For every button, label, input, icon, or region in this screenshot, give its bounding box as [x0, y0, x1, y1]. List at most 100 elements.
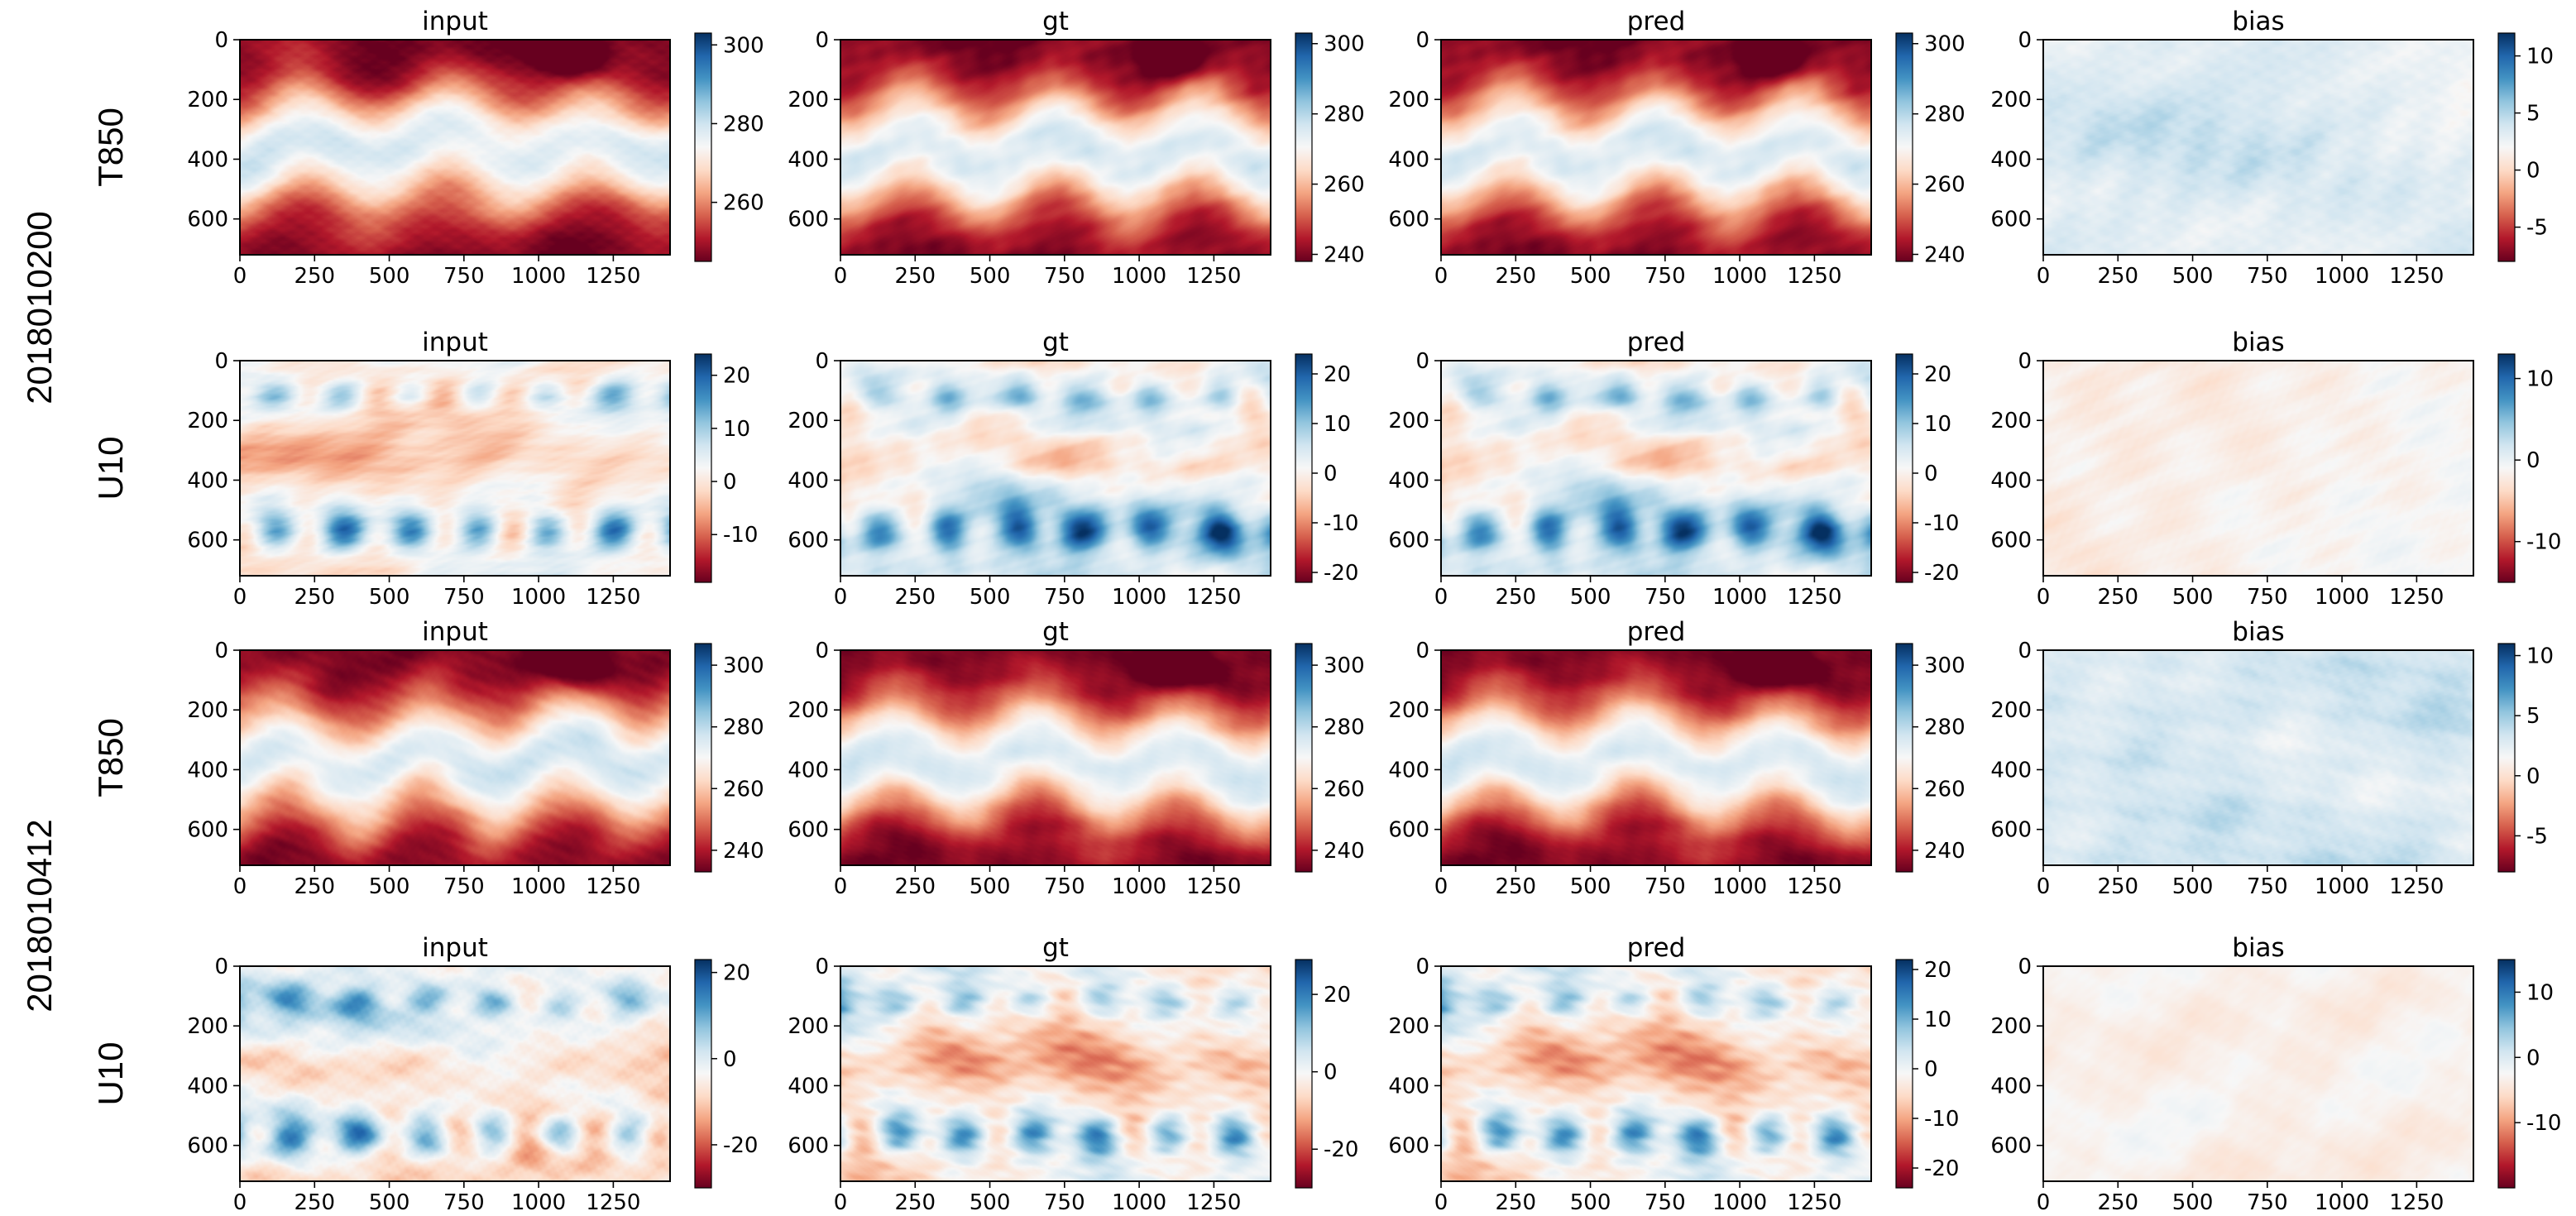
x-tick-label: 500 [2172, 874, 2214, 899]
subplot-title: input [422, 933, 488, 963]
x-tick-label: 1000 [1712, 585, 1767, 610]
subplot-title: pred [1627, 7, 1686, 36]
heatmap-image [840, 361, 1271, 576]
colorbar-tick-label: -10 [1924, 1107, 1959, 1132]
x-tick-label: 750 [2247, 1190, 2288, 1215]
axes-frame [2042, 360, 2474, 577]
x-tick-label: 750 [443, 1190, 485, 1215]
axes-frame [239, 360, 671, 577]
x-tick-label: 500 [970, 874, 1011, 899]
x-tick-label: 500 [369, 585, 410, 610]
x-tick-label: 1000 [1112, 264, 1166, 289]
y-tick-label: 0 [214, 28, 228, 53]
colorbar [1295, 959, 1313, 1189]
colorbar-tick-label: -10 [2526, 1111, 2561, 1136]
subplot-title: gt [1042, 328, 1069, 357]
y-tick-label: 0 [214, 955, 228, 979]
x-tick-label: 0 [233, 874, 247, 899]
subplot-title: bias [2232, 7, 2284, 36]
colorbar-tick-label: 10 [2526, 980, 2554, 1005]
colorbar-tick-label: -5 [2526, 824, 2548, 849]
subplot: gt 0 250 500 750 1000 1250 0 200 400 600 240 260 280 3… [788, 7, 1364, 289]
x-tick-label: 1250 [2389, 1190, 2444, 1215]
x-tick-label: 1250 [586, 1190, 640, 1215]
subplot: input 0 250 500 750 1000 1250 0 200 400 600 240 260 2… [187, 617, 764, 899]
y-tick-label: 400 [1388, 758, 1429, 783]
colorbar-tick-label: 0 [2526, 1046, 2540, 1070]
y-tick-label: 200 [1990, 88, 2032, 113]
x-tick-label: 1250 [2389, 585, 2444, 610]
y-tick-label: 400 [788, 147, 829, 172]
x-tick-label: 750 [2247, 874, 2288, 899]
y-tick-label: 200 [1388, 698, 1429, 723]
colorbar-tick-label: 10 [2526, 644, 2554, 669]
subplot-title: gt [1042, 7, 1069, 36]
row-variable-label: T850 [91, 718, 130, 797]
colorbar-tick-label: 0 [2526, 764, 2540, 789]
x-tick-label: 1250 [586, 585, 640, 610]
x-tick-label: 1000 [511, 264, 566, 289]
colorbar-tick-label: 0 [2526, 448, 2540, 473]
x-tick-label: 0 [233, 585, 247, 610]
x-tick-label: 1250 [1186, 874, 1241, 899]
y-tick-label: 600 [1388, 529, 1429, 553]
x-tick-label: 0 [2037, 874, 2051, 899]
heatmap-image [240, 966, 670, 1181]
x-tick-label: 250 [894, 1190, 936, 1215]
colorbar [1895, 643, 1913, 873]
y-tick-label: 600 [1388, 1134, 1429, 1159]
x-tick-label: 750 [443, 585, 485, 610]
colorbar [1295, 643, 1313, 873]
x-tick-label: 0 [2037, 264, 2051, 289]
colorbar-tick-label: 0 [2526, 159, 2540, 184]
colorbar-tick-label: 0 [1324, 1060, 1338, 1085]
heatmap-image [1441, 650, 1871, 865]
x-tick-label: 500 [970, 585, 1011, 610]
colorbar-tick-label: 0 [1924, 462, 1938, 486]
y-tick-label: 400 [788, 468, 829, 493]
x-tick-label: 250 [894, 585, 936, 610]
y-tick-label: 0 [815, 639, 829, 663]
colorbar-tick-label: -10 [2526, 530, 2561, 555]
subplot: gt 0 250 500 750 1000 1250 0 200 400 600 -20 -10 0 10 2… [788, 328, 1358, 610]
axes-frame [239, 965, 671, 1182]
y-tick-label: 0 [1415, 28, 1429, 53]
y-tick-label: 600 [1990, 529, 2032, 553]
y-tick-label: 400 [1388, 468, 1429, 493]
colorbar-tick-label: 20 [1324, 983, 1351, 1008]
axes-frame [1440, 39, 1872, 256]
heatmap-image [240, 40, 670, 255]
colorbar [1895, 32, 1913, 262]
y-tick-label: 200 [187, 1014, 228, 1039]
colorbar [1295, 32, 1313, 262]
y-tick-label: 400 [788, 1074, 829, 1099]
x-tick-label: 500 [369, 1190, 410, 1215]
subplot-title: input [422, 617, 488, 647]
y-tick-label: 600 [187, 818, 228, 843]
x-tick-label: 750 [1044, 264, 1085, 289]
x-tick-label: 500 [1570, 874, 1611, 899]
colorbar-tick-label: 10 [1924, 412, 1951, 437]
x-tick-label: 1000 [1112, 1190, 1166, 1215]
colorbar-tick-label: 280 [1324, 103, 1365, 127]
x-tick-label: 750 [1645, 264, 1686, 289]
x-tick-label: 500 [1570, 1190, 1611, 1215]
row-variable-label: T850 [91, 108, 130, 187]
x-tick-label: 750 [443, 264, 485, 289]
y-tick-label: 600 [788, 1134, 829, 1159]
x-tick-label: 750 [1645, 1190, 1686, 1215]
y-tick-label: 200 [788, 88, 829, 113]
colorbar-tick-label: 260 [1324, 777, 1365, 802]
subplot-title: bias [2232, 617, 2284, 647]
x-tick-label: 250 [1495, 1190, 1536, 1215]
x-tick-label: 1250 [586, 264, 640, 289]
colorbar-tick-label: 20 [1924, 362, 1951, 387]
subplot-title: bias [2232, 933, 2284, 963]
x-tick-label: 500 [1570, 264, 1611, 289]
x-tick-label: 750 [1044, 1190, 1085, 1215]
colorbar-tick-label: 10 [2526, 367, 2554, 392]
x-tick-label: 250 [1495, 874, 1536, 899]
subplot: input 0 250 500 750 1000 1250 0 200 400 600 260 280 3… [187, 7, 764, 289]
y-tick-label: 0 [1415, 639, 1429, 663]
colorbar-tick-label: 300 [1924, 653, 1966, 678]
